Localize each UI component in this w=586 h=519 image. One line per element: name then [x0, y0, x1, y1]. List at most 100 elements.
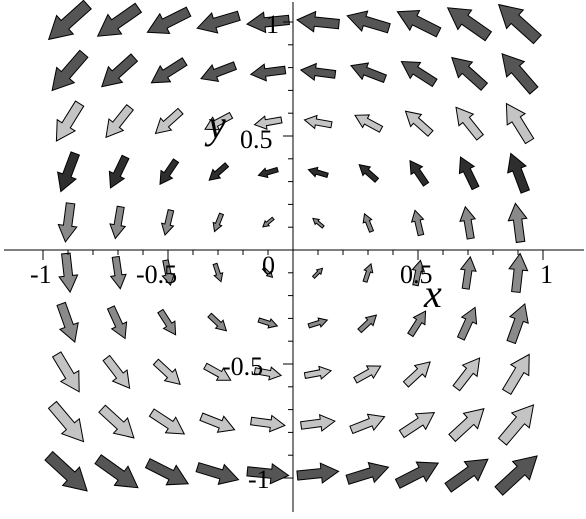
- field-arrow: [451, 56, 489, 92]
- field-arrow: [303, 114, 333, 130]
- field-arrow: [212, 262, 224, 283]
- field-arrow: [253, 366, 283, 381]
- field-arrow: [455, 106, 485, 141]
- y-tick-label-1: 1: [266, 10, 279, 39]
- field-arrow: [307, 166, 329, 179]
- field-arrow: [300, 414, 336, 432]
- field-arrow: [144, 458, 190, 486]
- field-arrow: [497, 404, 535, 446]
- field-arrow: [411, 259, 426, 287]
- field-arrow: [349, 413, 386, 435]
- field-arrow: [152, 358, 181, 385]
- field-arrow: [51, 351, 80, 393]
- field-arrow: [444, 458, 489, 493]
- field-arrow: [508, 252, 529, 294]
- field-arrow: [507, 202, 528, 244]
- field-arrow: [47, 0, 92, 41]
- field-arrow: [102, 354, 131, 389]
- field-arrow: [249, 63, 287, 82]
- field-arrow: [501, 53, 539, 95]
- field-arrow: [402, 361, 431, 388]
- field-arrow: [507, 152, 531, 194]
- field-arrow: [362, 212, 375, 233]
- x-axis-label: x: [423, 271, 442, 316]
- field-arrow: [296, 462, 340, 484]
- field-arrow: [98, 404, 135, 439]
- field-arrow: [396, 9, 442, 38]
- field-arrow: [101, 53, 139, 88]
- field-arrow: [407, 310, 427, 338]
- y-axis-label: y: [204, 102, 226, 147]
- field-arrow: [362, 262, 374, 283]
- field-arrow: [160, 208, 175, 236]
- field-arrow: [459, 255, 477, 290]
- arrow-field: [44, 0, 542, 496]
- field-arrow: [358, 164, 380, 183]
- field-arrow: [357, 314, 378, 334]
- field-arrow: [108, 154, 130, 189]
- field-arrow: [448, 408, 485, 443]
- field-arrow: [353, 365, 382, 384]
- field-arrow: [350, 62, 388, 84]
- field-arrow: [55, 100, 85, 142]
- axes: [4, 2, 584, 512]
- field-arrow: [44, 450, 88, 492]
- field-arrow: [506, 302, 529, 345]
- field-arrow: [494, 455, 538, 496]
- field-arrow: [109, 205, 127, 240]
- field-arrow: [148, 408, 186, 435]
- y-tick-label-neg05: -0.5: [222, 352, 263, 381]
- y-ticks: [283, 21, 293, 479]
- field-arrow: [58, 252, 79, 294]
- field-arrow: [203, 362, 232, 381]
- field-arrow: [459, 205, 477, 240]
- x-tick-label-1: 1: [540, 260, 553, 289]
- field-arrow: [312, 217, 325, 229]
- field-arrow: [246, 462, 290, 485]
- field-arrow: [161, 259, 176, 287]
- field-arrow: [404, 110, 434, 137]
- field-arrow: [109, 255, 127, 290]
- field-arrow: [204, 111, 234, 131]
- field-arrow: [105, 103, 135, 139]
- field-arrow: [400, 60, 438, 88]
- field-arrow: [354, 114, 384, 133]
- field-arrow: [303, 365, 333, 380]
- field-arrow: [262, 216, 275, 228]
- field-arrow: [345, 461, 390, 485]
- field-arrow: [199, 412, 236, 433]
- field-arrow: [96, 2, 143, 37]
- field-arrow: [307, 317, 329, 329]
- field-arrow: [257, 166, 279, 179]
- x-tick-label-neg1: -1: [30, 260, 52, 289]
- x-tick-label-neg05: -0.5: [136, 260, 177, 289]
- field-arrow: [446, 7, 493, 42]
- field-arrow: [150, 57, 188, 84]
- field-arrow: [253, 115, 283, 130]
- field-arrow: [410, 209, 425, 237]
- field-arrow: [456, 306, 478, 341]
- field-arrow: [51, 49, 89, 92]
- field-arrow: [57, 151, 81, 193]
- field-arrow: [311, 267, 324, 280]
- field-arrow: [261, 266, 274, 279]
- field-arrow: [195, 462, 240, 485]
- field-arrow: [409, 159, 430, 187]
- field-arrow: [154, 107, 184, 135]
- field-arrow: [245, 11, 290, 34]
- field-arrow: [207, 312, 228, 332]
- tick-labels: -1 -0.5 0 0.5 1 1 0.5 -0.5 -1 x y: [30, 10, 553, 494]
- x-tick-label-0: 0: [262, 251, 275, 280]
- field-arrow: [106, 305, 128, 340]
- field-arrow: [398, 412, 436, 439]
- field-arrow: [257, 317, 279, 329]
- field-arrow: [458, 156, 480, 191]
- field-arrow: [157, 308, 177, 336]
- field-arrow: [159, 158, 180, 186]
- field-arrow: [497, 3, 542, 45]
- field-arrow: [57, 202, 78, 243]
- field-arrow: [250, 414, 286, 433]
- field-arrow: [501, 353, 530, 395]
- field-arrow: [56, 301, 79, 343]
